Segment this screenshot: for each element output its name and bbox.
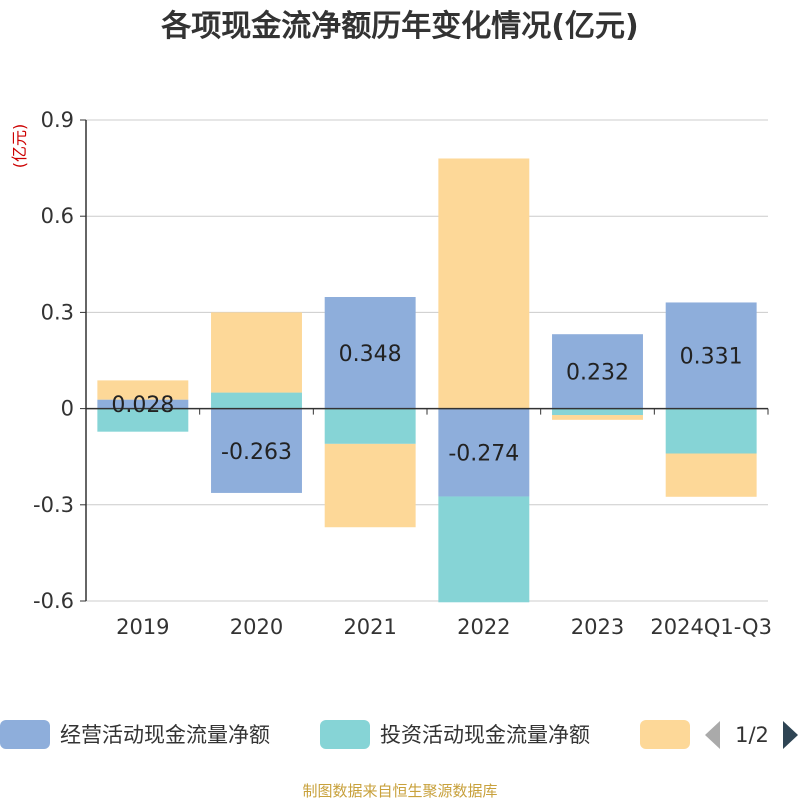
pager-next-icon[interactable]	[783, 721, 798, 749]
axes: 0.9 0.6 0.3 0 -0.3 -0.6 2019 2020 2021 2022 2023 20…	[33, 108, 772, 639]
bar-series-3	[665, 453, 757, 497]
bar-value-label: 0.028	[111, 393, 174, 418]
bar-series-3	[97, 380, 189, 400]
chart-title: 各项现金流净额历年变化情况(亿元)	[160, 9, 638, 44]
legend-pager: 1/2	[705, 721, 798, 749]
bar-series-1	[211, 408, 302, 493]
pager-prev-icon[interactable]	[705, 721, 720, 749]
bar-value-label: 0.331	[680, 345, 743, 370]
bar-series-1	[324, 297, 416, 409]
bar-series-3	[324, 443, 416, 528]
bar-series-2	[552, 408, 643, 416]
bar-series-3	[438, 158, 530, 409]
x-tick-label: 2020	[230, 615, 283, 639]
bar-value-label: 0.232	[566, 360, 629, 385]
grid-lines	[86, 119, 768, 602]
data-labels: 0.028 -0.263 0.348 -0.274 0.232 0.331	[111, 342, 742, 467]
bars	[97, 158, 757, 603]
legend-label[interactable]: 经营活动现金流量净额	[60, 723, 270, 747]
legend: 经营活动现金流量净额 投资活动现金流量净额	[0, 720, 690, 749]
x-tick-label: 2024Q1-Q3	[650, 615, 772, 639]
bar-series-2	[438, 496, 530, 603]
bar-series-2	[665, 408, 757, 454]
bar-value-label: -0.274	[448, 442, 519, 467]
bar-series-2	[97, 408, 189, 432]
legend-label[interactable]: 投资活动现金流量净额	[380, 723, 590, 747]
x-tick-label: 2021	[343, 615, 396, 639]
bar-value-label: 0.348	[339, 342, 402, 367]
bar-series-1	[552, 334, 643, 409]
pager-page-text: 1/2	[735, 723, 769, 747]
y-tick-label: 0.3	[41, 300, 74, 324]
x-tick-label: 2019	[116, 615, 169, 639]
legend-swatch[interactable]	[640, 720, 690, 749]
bar-value-label: -0.263	[221, 440, 292, 465]
y-tick-label: 0	[61, 397, 74, 421]
x-tick-label: 2023	[571, 615, 624, 639]
bar-series-3	[552, 415, 643, 420]
y-tick-label: -0.3	[33, 493, 74, 517]
source-note: 制图数据来自恒生聚源数据库	[302, 782, 497, 800]
legend-swatch[interactable]	[320, 720, 370, 749]
x-tick-label: 2022	[457, 615, 510, 639]
bar-series-3	[211, 312, 302, 393]
y-axis-unit: (亿元)	[10, 124, 29, 169]
y-tick-label: -0.6	[33, 589, 74, 613]
legend-swatch[interactable]	[0, 720, 50, 749]
y-tick-label: 0.6	[41, 204, 74, 228]
bar-series-1	[438, 408, 530, 497]
bar-series-2	[324, 408, 416, 444]
bar-series-1	[665, 302, 757, 409]
y-tick-label: 0.9	[41, 108, 74, 132]
bar-series-1	[97, 399, 189, 409]
bar-series-2	[211, 392, 302, 409]
